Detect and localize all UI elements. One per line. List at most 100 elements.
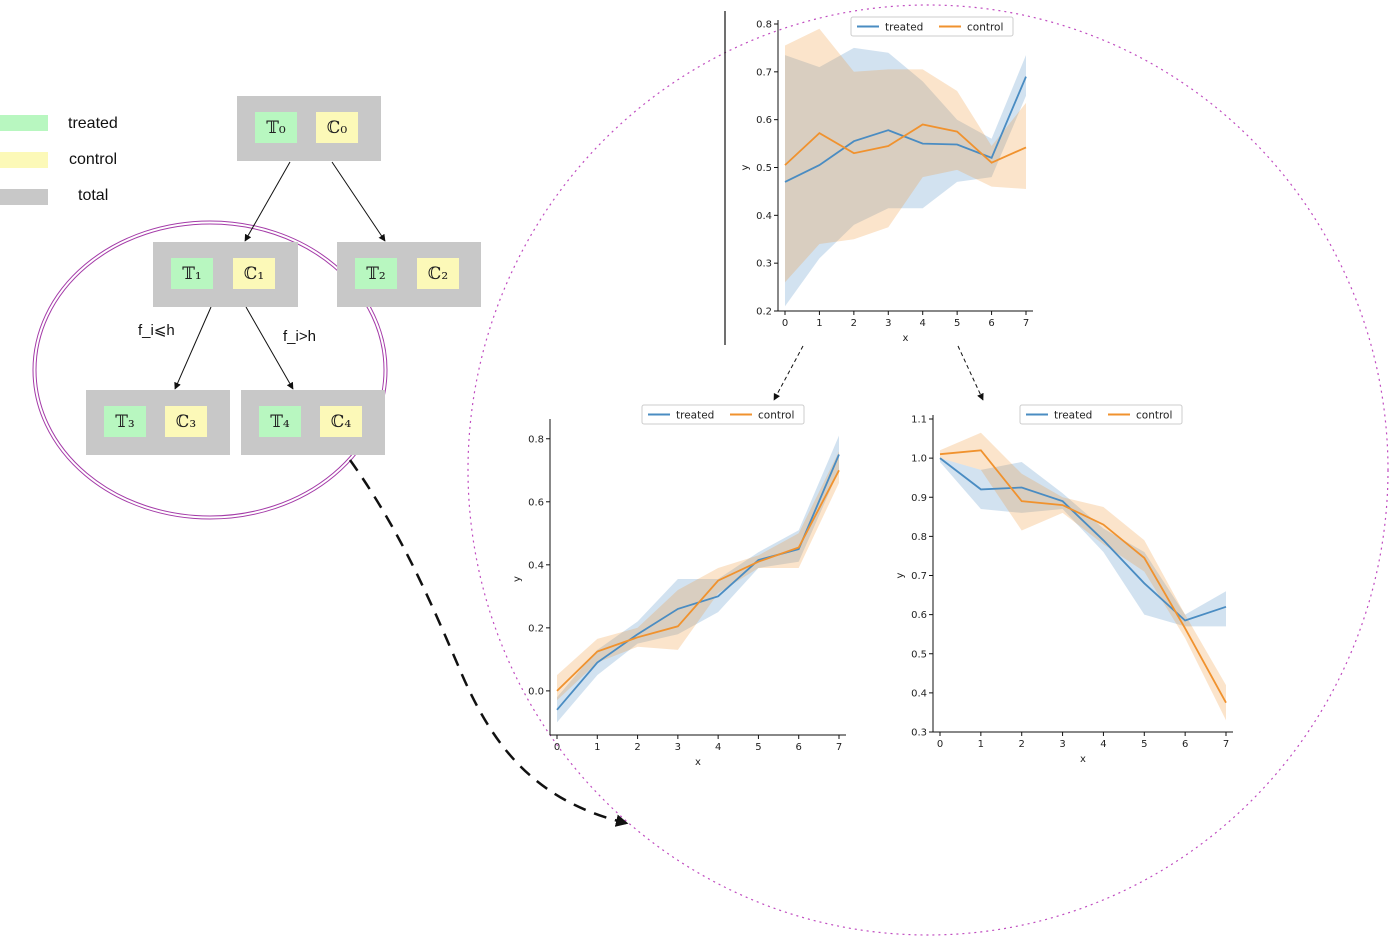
chart-bottom-left: 0.0 0.2 0.4 0.6 0.8 0 1 2 3 4 5 6 7 x y treated control [512,404,846,768]
x-tick-label: 6 [988,318,994,329]
x-tick-label: 4 [715,742,721,753]
chart-bottom-right: 0.3 0.4 0.5 0.6 0.7 0.8 0.9 1.0 1.1 0 1 2 3 4 5 6 7 x y tre… [895,404,1233,765]
edge-n0-n1 [244,161,291,242]
x-tick-label: 5 [954,318,960,329]
chart-legend-box [641,404,805,425]
control-cell-3: ℂ₃ [165,406,207,437]
tree-node-2: 𝕋₂ ℂ₂ [337,242,481,307]
x-tick-label: 6 [1182,739,1188,750]
y-tick-label: 0.4 [756,211,772,222]
x-tick-label: 6 [796,742,802,753]
y-tick-label: 0.8 [911,532,927,543]
x-axis-label: x [903,333,909,344]
zoom-circle [467,4,1389,936]
edge-n1-n3 [174,306,212,390]
legend-swatch-total [0,189,48,205]
split-ellipse-inner [35,223,385,517]
y-tick-label: 0.9 [911,493,927,504]
y-tick-label: 0.6 [911,610,927,621]
y-tick-label: 0.6 [756,115,772,126]
x-tick-label: 7 [1023,318,1029,329]
x-tick-label: 1 [978,739,984,750]
y-tick-label: 0.5 [911,649,927,660]
y-tick-label: 0.6 [528,497,544,508]
x-tick-label: 0 [554,742,560,753]
treated-cell-0: 𝕋₀ [255,112,297,143]
split-arrow-left [773,345,804,401]
tree-node-0: 𝕋₀ ℂ₀ [237,96,381,161]
y-tick-label: 0.0 [528,686,544,697]
confidence-band-treated [940,458,1226,627]
y-tick-label: 0.8 [528,434,544,445]
y-tick-label: 0.7 [756,67,772,78]
confidence-band-treated [785,47,1026,307]
control-cell-4: ℂ₄ [320,406,362,437]
y-tick-label: 0.2 [528,623,544,634]
x-tick-label: 3 [675,742,681,753]
legend-label-total: total [78,187,109,204]
treated-cell-3: 𝕋₃ [104,406,146,437]
legend-label-treated: treated [68,115,118,132]
x-tick-label: 2 [851,318,857,329]
chart-legend-box [850,16,1014,37]
x-tick-label: 0 [937,739,943,750]
x-tick-label: 4 [1100,739,1106,750]
tree-node-4: 𝕋₄ ℂ₄ [241,390,385,455]
x-tick-label: 3 [1059,739,1065,750]
x-tick-label: 5 [755,742,761,753]
confidence-band-treated [557,435,839,723]
y-axis-label: y [512,576,523,582]
tree-node-1: 𝕋₁ ℂ₁ [153,242,298,307]
series-line-control [556,469,840,692]
x-tick-label: 5 [1141,739,1147,750]
y-tick-label: 0.3 [756,259,772,270]
control-cell-2: ℂ₂ [417,258,459,289]
treated-cell-2: 𝕋₂ [355,258,397,289]
x-tick-label: 0 [782,318,788,329]
series-line-control [784,123,1027,166]
y-tick-label: 0.4 [911,688,927,699]
series-line-treated [939,457,1227,622]
control-cell-0: ℂ₀ [316,112,358,143]
legend-label-treated: treated [1054,410,1092,422]
legend-label-control: control [967,22,1003,34]
x-tick-label: 7 [1223,739,1229,750]
x-tick-label: 2 [1019,739,1025,750]
y-tick-label: 0.3 [911,728,927,739]
tree-node-3: 𝕋₃ ℂ₃ [86,390,230,455]
legend-label-control: control [758,410,794,422]
x-tick-label: 3 [885,318,891,329]
split-ellipse-outer [32,220,388,520]
legend-swatch-control [0,152,48,168]
edge-n1-n4 [245,306,294,390]
series-line-control [939,449,1227,704]
zoom-arrow [348,459,629,827]
control-cell-1: ℂ₁ [233,258,275,289]
x-tick-label: 7 [836,742,842,753]
y-tick-label: 0.4 [528,560,544,571]
split-label-left: f_i⩽h [138,322,175,339]
chart-top: 0.2 0.3 0.4 0.5 0.6 0.7 0.8 0 1 2 3 4 5 6 7 x y treated co… [724,11,1033,345]
split-label-right: f_i>h [283,328,316,345]
legend-label-treated: treated [676,410,714,422]
y-tick-label: 0.2 [756,307,772,318]
confidence-band-control [785,28,1026,283]
treated-cell-4: 𝕋₄ [259,406,301,437]
legend-label-treated: treated [885,22,923,34]
x-tick-label: 1 [594,742,600,753]
y-tick-label: 0.8 [756,20,772,31]
chart-legend-box [1019,404,1183,425]
treated-cell-1: 𝕋₁ [171,258,213,289]
x-tick-label: 2 [634,742,640,753]
x-axis-label: x [695,757,701,768]
y-tick-label: 1.0 [911,454,927,465]
y-axis-label: y [740,164,751,170]
y-axis-label: y [895,572,906,578]
legend-label-control: control [69,151,118,168]
y-tick-label: 1.1 [911,415,927,426]
confidence-band-control [557,451,839,701]
x-axis-label: x [1080,754,1086,765]
x-tick-label: 4 [920,318,926,329]
